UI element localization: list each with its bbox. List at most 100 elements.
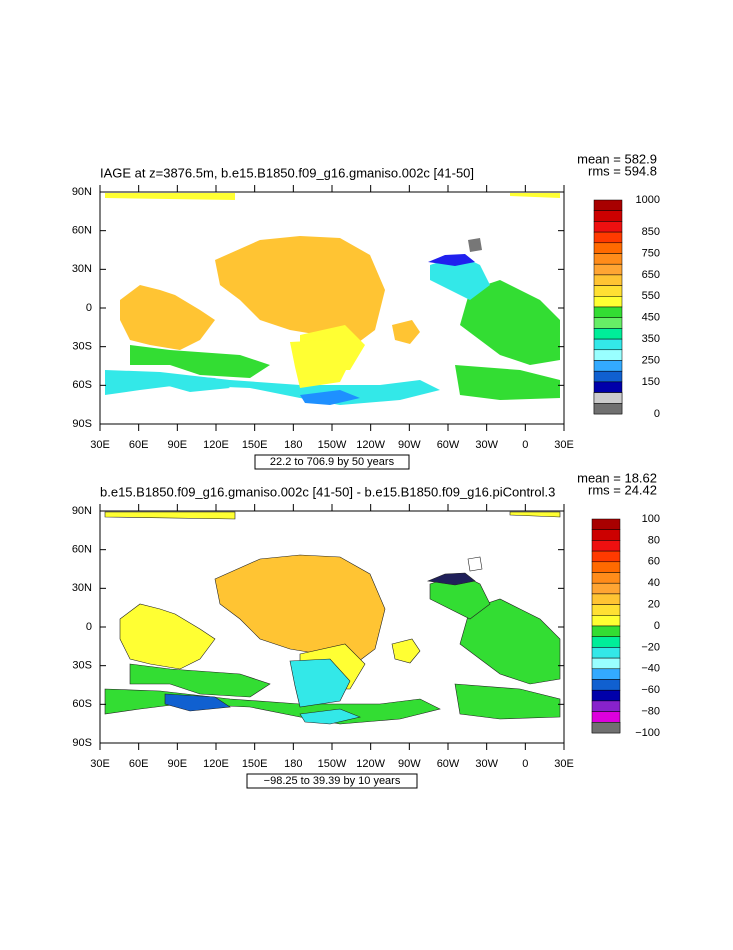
colorbar-box: [593, 338, 623, 351]
range-label: 22.2 to 706.9 by 50 years: [270, 456, 395, 468]
colorbar-box: [591, 657, 621, 670]
colorbar-box: [591, 604, 621, 616]
colorbar-label: 550: [642, 290, 660, 302]
colorbar-box: [591, 689, 621, 702]
colorbar-box: [593, 199, 623, 211]
colorbar-box: [591, 529, 621, 541]
lon-label: 90W: [398, 439, 421, 451]
colorbar-box: [593, 306, 623, 318]
colorbar-box: [591, 636, 621, 648]
colorbar-label: 0: [654, 620, 660, 632]
range-box: [246, 773, 418, 789]
lon-label: 30E: [554, 439, 574, 451]
lon-label: 90W: [398, 758, 421, 770]
lon-label: 120E: [203, 758, 229, 770]
lat-label: 60N: [72, 544, 92, 556]
colorbar-label: 20: [648, 599, 660, 611]
mean-label: mean = 18.62: [577, 470, 657, 485]
colorbar-label: −40: [641, 663, 660, 675]
ocean-field: [510, 193, 560, 198]
lon-label: 0: [522, 758, 528, 770]
colorbar-box: [591, 582, 621, 595]
colorbar-label: −20: [641, 641, 660, 653]
lon-label: 30W: [475, 439, 498, 451]
colorbar-box: [593, 274, 623, 286]
colorbar-box: [591, 647, 621, 659]
colorbar-box: [593, 317, 623, 329]
lon-label: 60W: [437, 439, 460, 451]
range-label: −98.25 to 39.39 by 10 years: [264, 775, 401, 787]
ocean-field: [105, 370, 440, 405]
ocean-field: [289, 658, 351, 708]
lon-label: 120E: [203, 439, 229, 451]
ocean-field: [391, 638, 421, 664]
ocean-field: [290, 340, 350, 388]
ocean-field: [454, 683, 561, 720]
lon-label: 180: [284, 439, 302, 451]
colorbar-box: [593, 349, 623, 361]
colorbar-box: [593, 403, 623, 415]
ocean-field: [426, 572, 476, 586]
colorbar-box: [591, 518, 621, 530]
ocean-field: [120, 285, 215, 350]
ocean-field: [130, 345, 270, 378]
ocean-field: [455, 365, 560, 400]
colorbar-box: [591, 711, 621, 723]
lon-label: 180: [284, 758, 302, 770]
lon-label: 120W: [356, 758, 385, 770]
colorbar-box: [593, 328, 623, 340]
ocean-field: [467, 556, 483, 572]
lat-label: 30N: [72, 263, 92, 275]
colorbar-box: [591, 550, 621, 563]
lat-label: 90N: [72, 186, 92, 198]
colorbar-label: −60: [641, 684, 660, 696]
rms-label: rms = 594.8: [588, 163, 657, 178]
colorbar-box: [593, 392, 623, 404]
ocean-field: [105, 193, 235, 200]
lon-label: 150W: [318, 758, 347, 770]
lon-label: 60E: [129, 758, 149, 770]
colorbar-box: [593, 210, 623, 222]
colorbar-label: 1000: [636, 194, 660, 206]
colorbar-label: 60: [648, 556, 660, 568]
lon-label: 150E: [242, 758, 268, 770]
mean-label: mean = 582.9: [577, 151, 657, 166]
map-panel: b.e15.B1850.f09_g16.gmaniso.002c [41-50]…: [72, 470, 660, 789]
lat-label: 90S: [72, 418, 92, 430]
ocean-field: [129, 663, 271, 698]
lon-label: 90E: [168, 439, 188, 451]
lon-label: 150E: [242, 439, 268, 451]
colorbar-label: 350: [642, 333, 660, 345]
colorbar-box: [593, 253, 623, 265]
ocean-field: [214, 554, 386, 665]
ocean-field: [299, 708, 361, 725]
ocean-field: [300, 390, 360, 405]
lat-label: 0: [86, 621, 92, 633]
lon-label: 0: [522, 439, 528, 451]
ocean-field: [430, 255, 490, 300]
lon-label: 60W: [437, 758, 460, 770]
lat-label: 30S: [72, 341, 92, 353]
ocean-field: [392, 320, 420, 344]
colorbar-box: [593, 231, 623, 244]
ocean-field: [104, 688, 441, 725]
lon-label: 30W: [475, 758, 498, 770]
colorbar-box: [593, 263, 623, 276]
lon-label: 120W: [356, 439, 385, 451]
lat-label: 30N: [72, 582, 92, 594]
colorbar-label: 80: [648, 534, 660, 546]
panel-title: b.e15.B1850.f09_g16.gmaniso.002c [41-50]…: [100, 484, 555, 499]
colorbar-box: [593, 285, 623, 297]
ocean-field: [215, 236, 385, 345]
ocean-field: [165, 375, 230, 392]
colorbar-box: [591, 572, 621, 584]
lat-label: 60N: [72, 225, 92, 237]
ocean-field: [428, 254, 475, 266]
colorbar-label: 450: [642, 312, 660, 324]
colorbar-box: [593, 296, 623, 308]
colorbar-box: [591, 593, 621, 605]
range-box: [254, 454, 410, 470]
colorbar-label: 850: [642, 226, 660, 238]
lat-label: 60S: [72, 379, 92, 391]
